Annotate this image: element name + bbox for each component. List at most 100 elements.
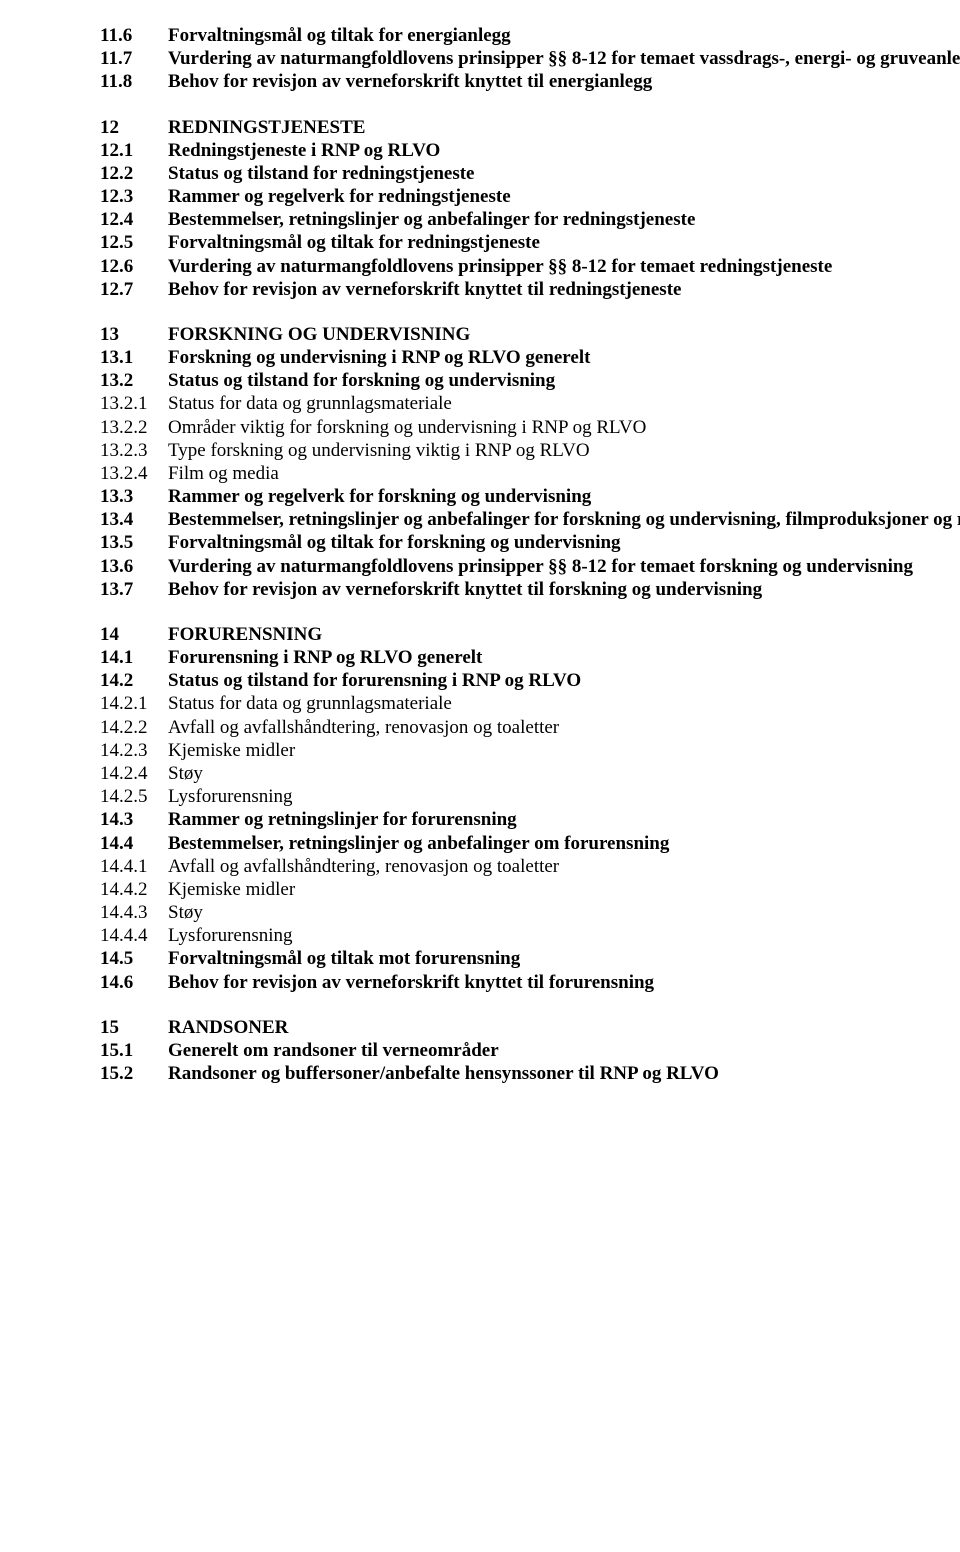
toc-number: 15 (100, 1016, 168, 1039)
toc-number: 15.2 (100, 1062, 168, 1085)
toc-row: 15RANDSONER (100, 1016, 960, 1039)
toc-number: 13.7 (100, 578, 168, 601)
toc-row: 11.6Forvaltningsmål og tiltak for energi… (100, 24, 960, 47)
toc-row: 13.6Vurdering av naturmangfoldlovens pri… (100, 555, 960, 578)
toc-row: 14.3Rammer og retningslinjer for foruren… (100, 808, 960, 831)
toc-number: 13 (100, 323, 168, 346)
toc-row: 14.4.1Avfall og avfallshåndtering, renov… (100, 855, 960, 878)
toc-text: Status og tilstand for redningstjeneste (168, 162, 960, 185)
toc-number: 14.2.5 (100, 785, 168, 808)
toc-row: 12.5Forvaltningsmål og tiltak for rednin… (100, 231, 960, 254)
toc-number: 11.6 (100, 24, 168, 47)
toc-number: 13.2.3 (100, 439, 168, 462)
toc-number: 14.1 (100, 646, 168, 669)
toc-text: Vurdering av naturmangfoldlovens prinsip… (168, 255, 960, 278)
toc-row: 14.2Status og tilstand for forurensning … (100, 669, 960, 692)
toc-text: RANDSONER (168, 1016, 960, 1039)
toc-row: 14.1Forurensning i RNP og RLVO generelt (100, 646, 960, 669)
toc-row: 13.2.1Status for data og grunnlagsmateri… (100, 392, 960, 415)
toc-text: Avfall og avfallshåndtering, renovasjon … (168, 716, 960, 739)
toc-text: Kjemiske midler (168, 739, 960, 762)
toc-number: 13.2.4 (100, 462, 168, 485)
toc-row: 13.1Forskning og undervisning i RNP og R… (100, 346, 960, 369)
toc-row: 12.6Vurdering av naturmangfoldlovens pri… (100, 255, 960, 278)
toc-number: 14 (100, 623, 168, 646)
toc-row: 11.8Behov for revisjon av verneforskrift… (100, 70, 960, 93)
toc-row: 14.5Forvaltningsmål og tiltak mot forure… (100, 947, 960, 970)
toc-number: 13.2 (100, 369, 168, 392)
toc-row: 11.7Vurdering av naturmangfoldlovens pri… (100, 47, 960, 70)
toc-text: Lysforurensning (168, 785, 960, 808)
toc-text: Forvaltningsmål og tiltak for redningstj… (168, 231, 960, 254)
toc-text: REDNINGSTJENESTE (168, 116, 960, 139)
toc-number: 14.6 (100, 971, 168, 994)
toc-text: Støy (168, 762, 960, 785)
toc-row: 13.5Forvaltningsmål og tiltak for forskn… (100, 531, 960, 554)
toc-number: 13.2.1 (100, 392, 168, 415)
toc-row: 12.1Redningstjeneste i RNP og RLVO (100, 139, 960, 162)
toc-row: 13.2.4Film og media (100, 462, 960, 485)
toc-row: 14FORURENSNING (100, 623, 960, 646)
toc-text: Redningstjeneste i RNP og RLVO (168, 139, 960, 162)
toc-number: 14.4.1 (100, 855, 168, 878)
toc-row: 13.2.3Type forskning og undervisning vik… (100, 439, 960, 462)
toc-text: Områder viktig for forskning og undervis… (168, 416, 960, 439)
toc-text: Forskning og undervisning i RNP og RLVO … (168, 346, 960, 369)
toc-number: 15.1 (100, 1039, 168, 1062)
toc-number: 14.4.2 (100, 878, 168, 901)
toc-text: FORSKNING OG UNDERVISNING (168, 323, 960, 346)
toc-row: 12.2Status og tilstand for redningstjene… (100, 162, 960, 185)
toc-number: 14.2.3 (100, 739, 168, 762)
toc-row: 13.2.2Områder viktig for forskning og un… (100, 416, 960, 439)
toc-text: Status for data og grunnlagsmateriale (168, 692, 960, 715)
toc-row: 13.2Status og tilstand for forskning og … (100, 369, 960, 392)
toc-number: 14.5 (100, 947, 168, 970)
toc-text: Vurdering av naturmangfoldlovens prinsip… (168, 47, 960, 70)
toc-number: 12.6 (100, 255, 168, 278)
toc-number: 14.3 (100, 808, 168, 831)
toc-row: 13FORSKNING OG UNDERVISNING (100, 323, 960, 346)
toc-text: Avfall og avfallshåndtering, renovasjon … (168, 855, 960, 878)
toc-number: 13.6 (100, 555, 168, 578)
toc-number: 12.5 (100, 231, 168, 254)
toc-row: 14.2.3Kjemiske midler (100, 739, 960, 762)
toc-number: 12.1 (100, 139, 168, 162)
toc-text: Behov for revisjon av verneforskrift kny… (168, 278, 960, 301)
toc-number: 14.2.1 (100, 692, 168, 715)
toc-row: 15.1Generelt om randsoner til verneområd… (100, 1039, 960, 1062)
toc-row: 13.3Rammer og regelverk for forskning og… (100, 485, 960, 508)
toc-text: Behov for revisjon av verneforskrift kny… (168, 578, 960, 601)
toc-number: 14.4 (100, 832, 168, 855)
toc-number: 12 (100, 116, 168, 139)
toc-number: 14.2.2 (100, 716, 168, 739)
toc-text: Rammer og regelverk for forskning og und… (168, 485, 960, 508)
toc-row: 14.6Behov for revisjon av verneforskrift… (100, 971, 960, 994)
toc-number: 12.4 (100, 208, 168, 231)
toc-text: Bestemmelser, retningslinjer og anbefali… (168, 832, 960, 855)
toc-text: Forvaltningsmål og tiltak mot forurensni… (168, 947, 960, 970)
toc-text: Forurensning i RNP og RLVO generelt (168, 646, 960, 669)
toc-number: 12.2 (100, 162, 168, 185)
toc-group: 14FORURENSNING14.1Forurensning i RNP og … (100, 623, 960, 994)
toc-row: 14.4.3Støy (100, 901, 960, 924)
toc-row: 14.4Bestemmelser, retningslinjer og anbe… (100, 832, 960, 855)
toc-row: 12.7Behov for revisjon av verneforskrift… (100, 278, 960, 301)
toc-text: Status og tilstand for forurensning i RN… (168, 669, 960, 692)
toc-row: 14.2.2Avfall og avfallshåndtering, renov… (100, 716, 960, 739)
toc-row: 12REDNINGSTJENESTE (100, 116, 960, 139)
toc-number: 13.4 (100, 508, 168, 531)
toc-group: 11.6Forvaltningsmål og tiltak for energi… (100, 24, 960, 94)
toc-number: 13.1 (100, 346, 168, 369)
toc-row: 12.3Rammer og regelverk for redningstjen… (100, 185, 960, 208)
toc-text: Status for data og grunnlagsmateriale (168, 392, 960, 415)
toc-text: Bestemmelser, retningslinjer og anbefali… (168, 208, 960, 231)
toc-number: 14.2.4 (100, 762, 168, 785)
toc-row: 15.2Randsoner og buffersoner/anbefalte h… (100, 1062, 960, 1085)
toc-text: Rammer og regelverk for redningstjeneste (168, 185, 960, 208)
toc-text: Film og media (168, 462, 960, 485)
toc-group: 12REDNINGSTJENESTE12.1Redningstjeneste i… (100, 116, 960, 301)
toc-text: Vurdering av naturmangfoldlovens prinsip… (168, 555, 960, 578)
toc-group: 15RANDSONER15.1Generelt om randsoner til… (100, 1016, 960, 1086)
toc-number: 13.2.2 (100, 416, 168, 439)
toc-row: 14.2.4Støy (100, 762, 960, 785)
